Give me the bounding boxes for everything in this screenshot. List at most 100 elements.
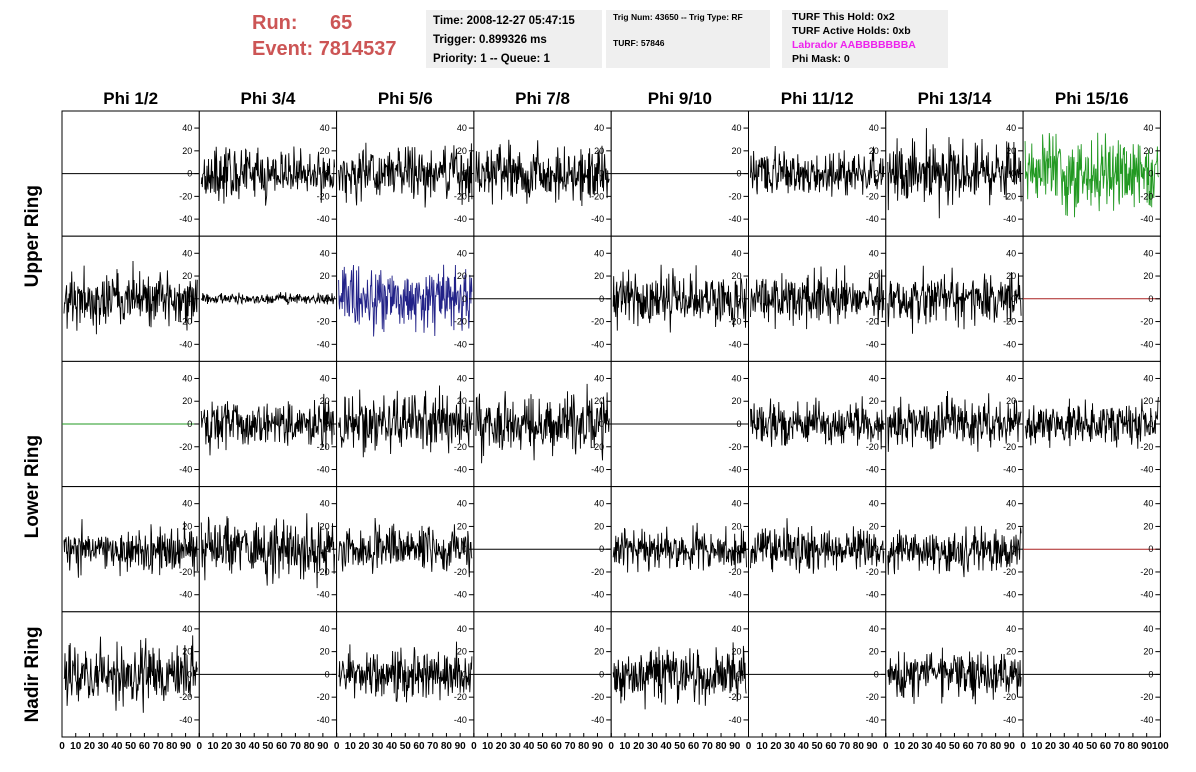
ytick-label: -20 xyxy=(591,692,604,702)
ytick-label: -40 xyxy=(454,465,467,475)
ytick-label: -20 xyxy=(1140,442,1153,452)
ytick-label: 40 xyxy=(1006,248,1016,258)
trig-info-box: Trig Num: 43650 -- Trig Type: RF TURF: 5… xyxy=(606,10,770,68)
ytick-label: 0 xyxy=(187,169,192,179)
ytick-label: -20 xyxy=(1140,191,1153,201)
ytick-label: 20 xyxy=(182,647,192,657)
ytick-label: 0 xyxy=(599,294,604,304)
xtick-label: 20 xyxy=(496,741,508,752)
ytick-label: -20 xyxy=(179,317,192,327)
ytick-label: 0 xyxy=(599,669,604,679)
xtick-label: 10 xyxy=(482,741,494,752)
ytick-label: 40 xyxy=(182,499,192,509)
xtick-label: 20 xyxy=(1045,741,1057,752)
xtick-label: 80 xyxy=(715,741,727,752)
turf-active-holds: TURF Active Holds: 0xb xyxy=(792,25,911,37)
xtick-label: 70 xyxy=(839,741,851,752)
xtick-label: 30 xyxy=(784,741,796,752)
xtick-label: 30 xyxy=(1059,741,1071,752)
waveform-r4-c6 xyxy=(887,647,1022,705)
ytick-label: -40 xyxy=(728,715,741,725)
ytick-label: 0 xyxy=(874,669,879,679)
xtick-label: 0 xyxy=(59,741,65,752)
ytick-label: -20 xyxy=(317,692,330,702)
ytick-label: 0 xyxy=(462,419,467,429)
ytick-label: 40 xyxy=(182,373,192,383)
ytick-label: 0 xyxy=(1148,419,1153,429)
xtick-label: 0 xyxy=(1020,741,1026,752)
ytick-label: 20 xyxy=(731,647,741,657)
ytick-label: 20 xyxy=(1143,396,1153,406)
ytick-label: -20 xyxy=(591,191,604,201)
ytick-label: 20 xyxy=(320,271,330,281)
ytick-label: 0 xyxy=(1011,419,1016,429)
xtick-label: 30 xyxy=(235,741,247,752)
xtick-label: 40 xyxy=(661,741,673,752)
ytick-label: 0 xyxy=(1011,294,1016,304)
ytick-label: 0 xyxy=(325,169,330,179)
xtick-label: 30 xyxy=(98,741,110,752)
xtick-label: 10 xyxy=(70,741,82,752)
ytick-label: -20 xyxy=(317,191,330,201)
ytick-label: 40 xyxy=(731,248,741,258)
ytick-label: 40 xyxy=(1006,499,1016,509)
ytick-label: 40 xyxy=(594,123,604,133)
xtick-label: 40 xyxy=(386,741,398,752)
run-value: 65 xyxy=(330,12,353,34)
ytick-label: -40 xyxy=(1003,590,1016,600)
ytick-label: 0 xyxy=(462,669,467,679)
ytick-label: -20 xyxy=(866,567,879,577)
waveform-r1-c6 xyxy=(887,265,1022,334)
turf-text: TURF: 57846 xyxy=(613,38,665,48)
waveform-r3-c0 xyxy=(63,519,198,578)
ytick-label: -20 xyxy=(1003,442,1016,452)
ytick-label: 40 xyxy=(320,373,330,383)
ytick-label: 40 xyxy=(869,373,879,383)
ytick-label: -40 xyxy=(1003,339,1016,349)
xtick-label: 20 xyxy=(221,741,233,752)
ytick-label: -20 xyxy=(1140,692,1153,702)
ytick-label: 0 xyxy=(736,419,741,429)
ytick-label: -40 xyxy=(317,590,330,600)
waveform-r2-c3 xyxy=(475,383,610,464)
ytick-label: -40 xyxy=(866,715,879,725)
ytick-label: -40 xyxy=(1003,465,1016,475)
ytick-label: 0 xyxy=(1011,669,1016,679)
column-header-7: Phi 13/14 xyxy=(918,89,992,108)
ytick-label: 40 xyxy=(1143,373,1153,383)
ytick-label: 0 xyxy=(1148,544,1153,554)
xtick-label: 60 xyxy=(1100,741,1112,752)
ytick-label: 20 xyxy=(594,271,604,281)
ytick-label: -20 xyxy=(1003,692,1016,702)
ytick-label: 0 xyxy=(187,544,192,554)
xtick-label: 90 xyxy=(317,741,329,752)
ytick-label: -40 xyxy=(1003,214,1016,224)
ytick-label: 20 xyxy=(1006,396,1016,406)
ytick-label: 20 xyxy=(594,647,604,657)
ytick-label: -20 xyxy=(728,567,741,577)
ytick-label: -20 xyxy=(866,191,879,201)
ytick-label: 0 xyxy=(325,294,330,304)
xtick-label: 60 xyxy=(139,741,151,752)
xtick-label: 20 xyxy=(84,741,96,752)
waveform-r0-c2 xyxy=(338,142,473,208)
ytick-label: -20 xyxy=(728,191,741,201)
ytick-label: 20 xyxy=(457,271,467,281)
ytick-label: -20 xyxy=(1003,191,1016,201)
ytick-label: -20 xyxy=(591,317,604,327)
xtick-label: 90 xyxy=(867,741,879,752)
ytick-label: -20 xyxy=(866,317,879,327)
ytick-label: 40 xyxy=(1143,624,1153,634)
xtick-label: 50 xyxy=(537,741,549,752)
ytick-label: -20 xyxy=(454,317,467,327)
ytick-label: -40 xyxy=(728,590,741,600)
waveform-r4-c4 xyxy=(612,642,747,710)
ytick-label: 0 xyxy=(736,294,741,304)
ytick-label: 0 xyxy=(736,169,741,179)
ytick-label: 40 xyxy=(1143,248,1153,258)
ytick-label: -40 xyxy=(454,339,467,349)
xtick-label: 90 xyxy=(592,741,604,752)
ytick-label: 40 xyxy=(869,624,879,634)
ytick-label: 20 xyxy=(182,271,192,281)
ytick-label: 20 xyxy=(869,396,879,406)
